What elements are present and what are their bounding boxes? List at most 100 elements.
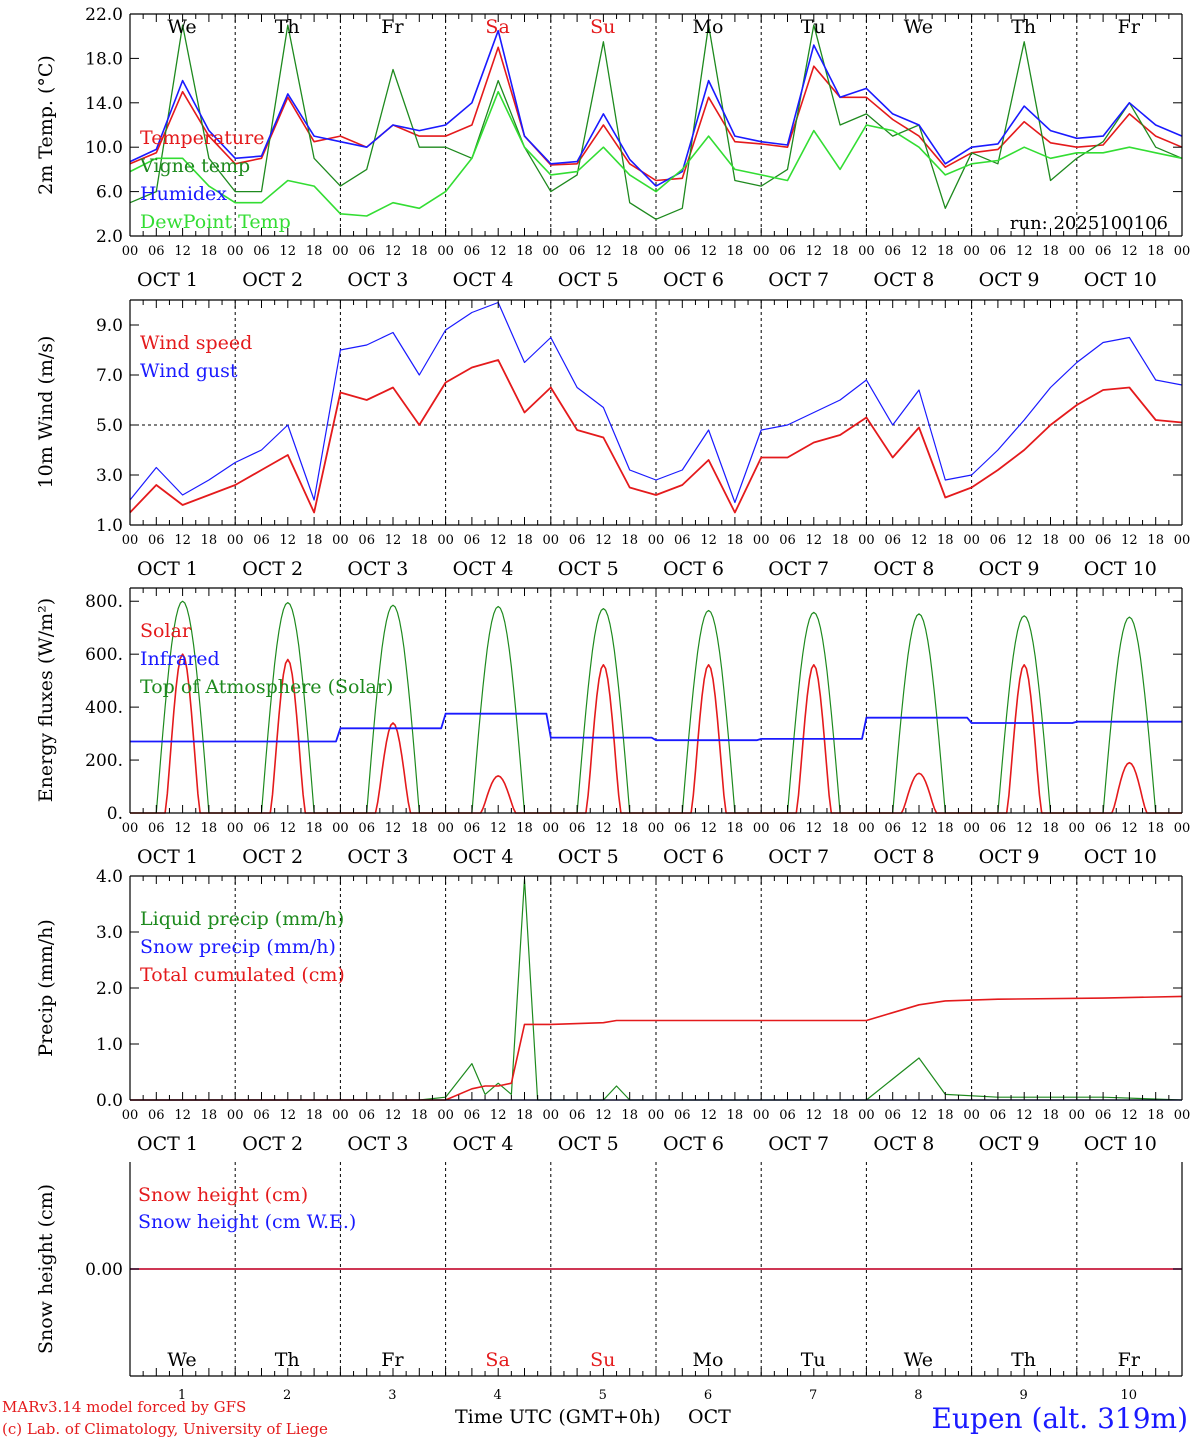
- wind-hour-label: 12: [1121, 533, 1138, 548]
- temperature-hour-label: 00: [437, 244, 454, 259]
- precip-hour-label: 18: [306, 1108, 323, 1123]
- wind-legend-wind-speed: Wind speed: [140, 332, 252, 354]
- snow-day-number: 5: [599, 1388, 607, 1403]
- energy-hour-label: 00: [858, 821, 875, 836]
- temperature-hour-label: 00: [227, 244, 244, 259]
- temperature-hour-label: 00: [963, 244, 980, 259]
- energy-hour-label: 18: [516, 821, 533, 836]
- precip-hour-label: 00: [332, 1108, 349, 1123]
- precip-hour-label: 12: [490, 1108, 507, 1123]
- energy-hour-label: 18: [1147, 821, 1164, 836]
- wind-legend-wind-gust: Wind gust: [140, 360, 238, 382]
- precip-y-tick-label: 4.0: [96, 867, 123, 887]
- energy-y-tick-label: 600.: [85, 645, 123, 665]
- energy-hour-label: 12: [1121, 821, 1138, 836]
- snow-day-number: 1: [178, 1388, 186, 1403]
- precip-y-tick-label: 1.0: [96, 1035, 123, 1055]
- temperature-date-label: OCT 9: [979, 269, 1040, 291]
- temperature-y-tick-label: 14.0: [85, 94, 123, 114]
- precip-hour-label: 00: [543, 1108, 560, 1123]
- energy-date-label: OCT 7: [768, 846, 829, 868]
- energy-hour-label: 18: [937, 821, 954, 836]
- temperature-y-tick-label: 22.0: [85, 5, 123, 25]
- energy-y-axis-label: Energy fluxes (W/m²): [35, 598, 57, 802]
- wind-date-label: OCT 3: [347, 558, 408, 580]
- energy-hour-label: 18: [832, 821, 849, 836]
- energy-date-label: OCT 4: [453, 846, 514, 868]
- energy-hour-label: 06: [253, 821, 270, 836]
- snow-weekday-label: Th: [275, 1349, 300, 1371]
- snow-day-number: 8: [914, 1388, 922, 1403]
- temperature-hour-label: 00: [332, 244, 349, 259]
- temperature-hour-label: 00: [1174, 244, 1191, 259]
- temperature-hour-label: 18: [201, 244, 218, 259]
- temperature-date-label: OCT 5: [558, 269, 619, 291]
- temperature-weekday-label: We: [904, 16, 933, 38]
- temperature-weekday-label: Th: [1011, 16, 1036, 38]
- precip-date-label: OCT 3: [347, 1133, 408, 1155]
- precip-hour-label: 12: [174, 1108, 191, 1123]
- snow-weekday-label: Mo: [693, 1349, 724, 1371]
- energy-hour-label: 06: [148, 821, 165, 836]
- energy-hour-label: 00: [437, 821, 454, 836]
- wind-hour-label: 00: [858, 533, 875, 548]
- energy-hour-label: 18: [621, 821, 638, 836]
- temperature-hour-label: 06: [569, 244, 586, 259]
- energy-hour-label: 12: [490, 821, 507, 836]
- temperature-hour-label: 06: [464, 244, 481, 259]
- precip-legend-liquid-precip-mm-h-: Liquid precip (mm/h): [140, 908, 344, 930]
- wind-hour-label: 00: [1069, 533, 1086, 548]
- wind-hour-label: 06: [674, 533, 691, 548]
- wind-hour-label: 12: [490, 533, 507, 548]
- series-layer: [129, 24, 1183, 1270]
- energy-date-label: OCT 5: [558, 846, 619, 868]
- precip-date-label: OCT 1: [137, 1133, 198, 1155]
- temperature-weekday-label: Fr: [381, 16, 404, 38]
- precip-hour-label: 00: [753, 1108, 770, 1123]
- energy-hour-label: 06: [674, 821, 691, 836]
- precip-hour-label: 00: [1069, 1108, 1086, 1123]
- precip-y-tick-label: 2.0: [96, 979, 123, 999]
- energy-hour-label: 00: [332, 821, 349, 836]
- energy-hour-label: 06: [1095, 821, 1112, 836]
- temperature-hour-label: 12: [1121, 244, 1138, 259]
- energy-hour-label: 00: [648, 821, 665, 836]
- temperature-date-label: OCT 3: [347, 269, 408, 291]
- snow-weekday-label: Fr: [381, 1349, 404, 1371]
- temperature-hour-label: 06: [358, 244, 375, 259]
- wind-hour-label: 18: [201, 533, 218, 548]
- temperature-hour-label: 12: [174, 244, 191, 259]
- wind-hour-label: 12: [595, 533, 612, 548]
- energy-date-label: OCT 9: [979, 846, 1040, 868]
- precip-date-label: OCT 2: [242, 1133, 303, 1155]
- energy-hour-label: 12: [806, 821, 823, 836]
- wind-hour-label: 12: [700, 533, 717, 548]
- precip-y-axis-label: Precip (mm/h): [35, 919, 57, 1057]
- energy-hour-label: 18: [201, 821, 218, 836]
- temperature-weekday-label: Mo: [693, 16, 724, 38]
- snow-day-number: 3: [388, 1388, 396, 1403]
- energy-y-tick-label: 400.: [85, 698, 123, 718]
- wind-hour-label: 00: [227, 533, 244, 548]
- energy-legend-infrared: Infrared: [140, 648, 220, 670]
- wind-hour-label: 00: [122, 533, 139, 548]
- temperature-hour-label: 18: [516, 244, 533, 259]
- temperature-hour-label: 12: [490, 244, 507, 259]
- energy-date-label: OCT 8: [873, 846, 934, 868]
- wind-date-label: OCT 9: [979, 558, 1040, 580]
- precip-hour-label: 18: [832, 1108, 849, 1123]
- wind-date-label: OCT 10: [1084, 558, 1157, 580]
- precip-date-label: OCT 7: [768, 1133, 829, 1155]
- energy-date-label: OCT 10: [1084, 846, 1157, 868]
- precip-hour-label: 12: [1121, 1108, 1138, 1123]
- credit-line-2: (c) Lab. of Climatology, University of L…: [2, 1420, 328, 1438]
- energy-hour-label: 06: [358, 821, 375, 836]
- temperature-hour-label: 12: [595, 244, 612, 259]
- energy-hour-label: 00: [227, 821, 244, 836]
- x-axis-month: OCT: [688, 1406, 731, 1428]
- energy-hour-label: 06: [569, 821, 586, 836]
- precip-hour-label: 12: [595, 1108, 612, 1123]
- energy-date-label: OCT 2: [242, 846, 303, 868]
- energy-hour-label: 12: [280, 821, 297, 836]
- snow-weekday-label: Tu: [801, 1349, 826, 1371]
